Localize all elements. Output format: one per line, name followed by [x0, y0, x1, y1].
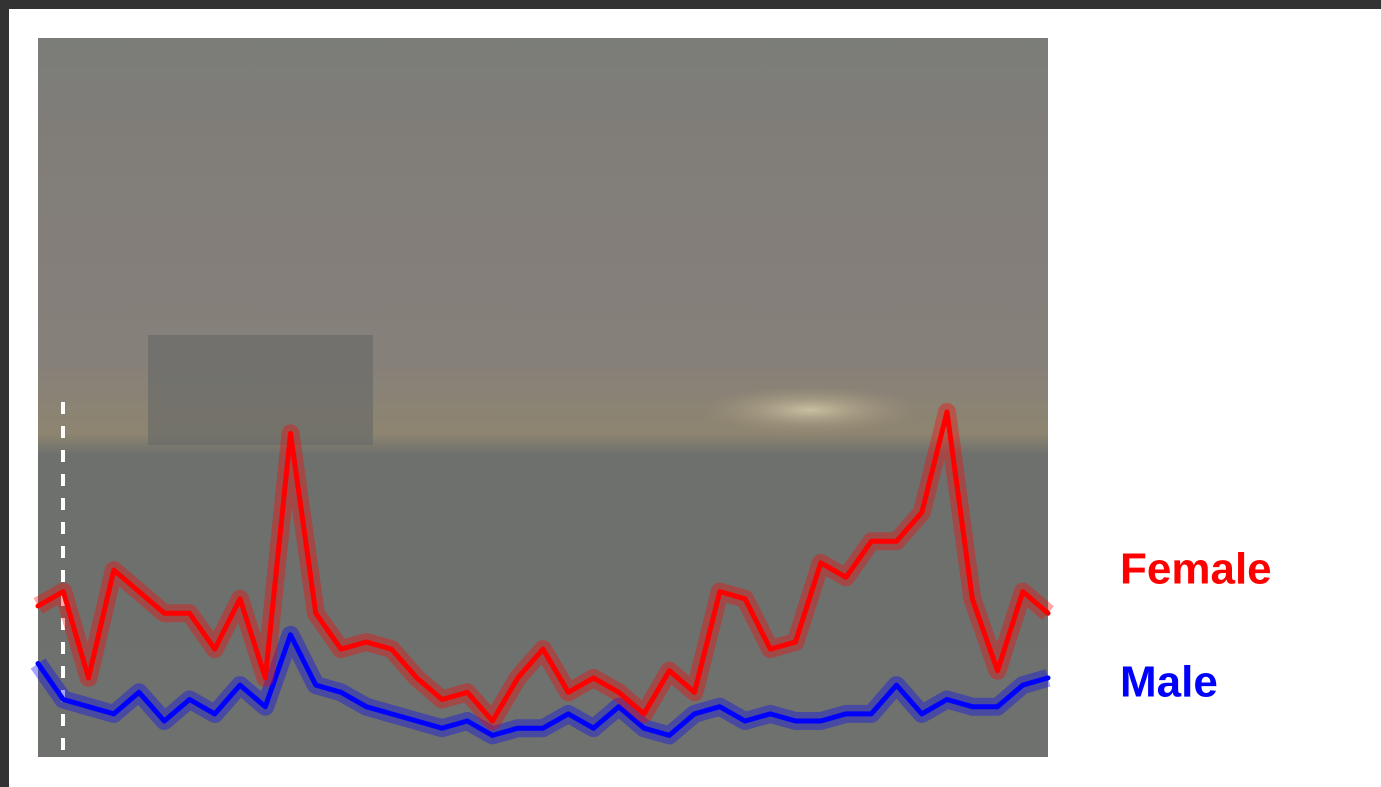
- chart: Female Male: [0, 0, 1381, 787]
- light-glow: [700, 385, 920, 435]
- legend-male: Male: [1120, 658, 1218, 707]
- page: {"chart_data": {"type": "line", "x": [0,…: [0, 0, 1381, 787]
- legend-female: Female: [1120, 545, 1272, 594]
- building-silhouette: [148, 335, 373, 445]
